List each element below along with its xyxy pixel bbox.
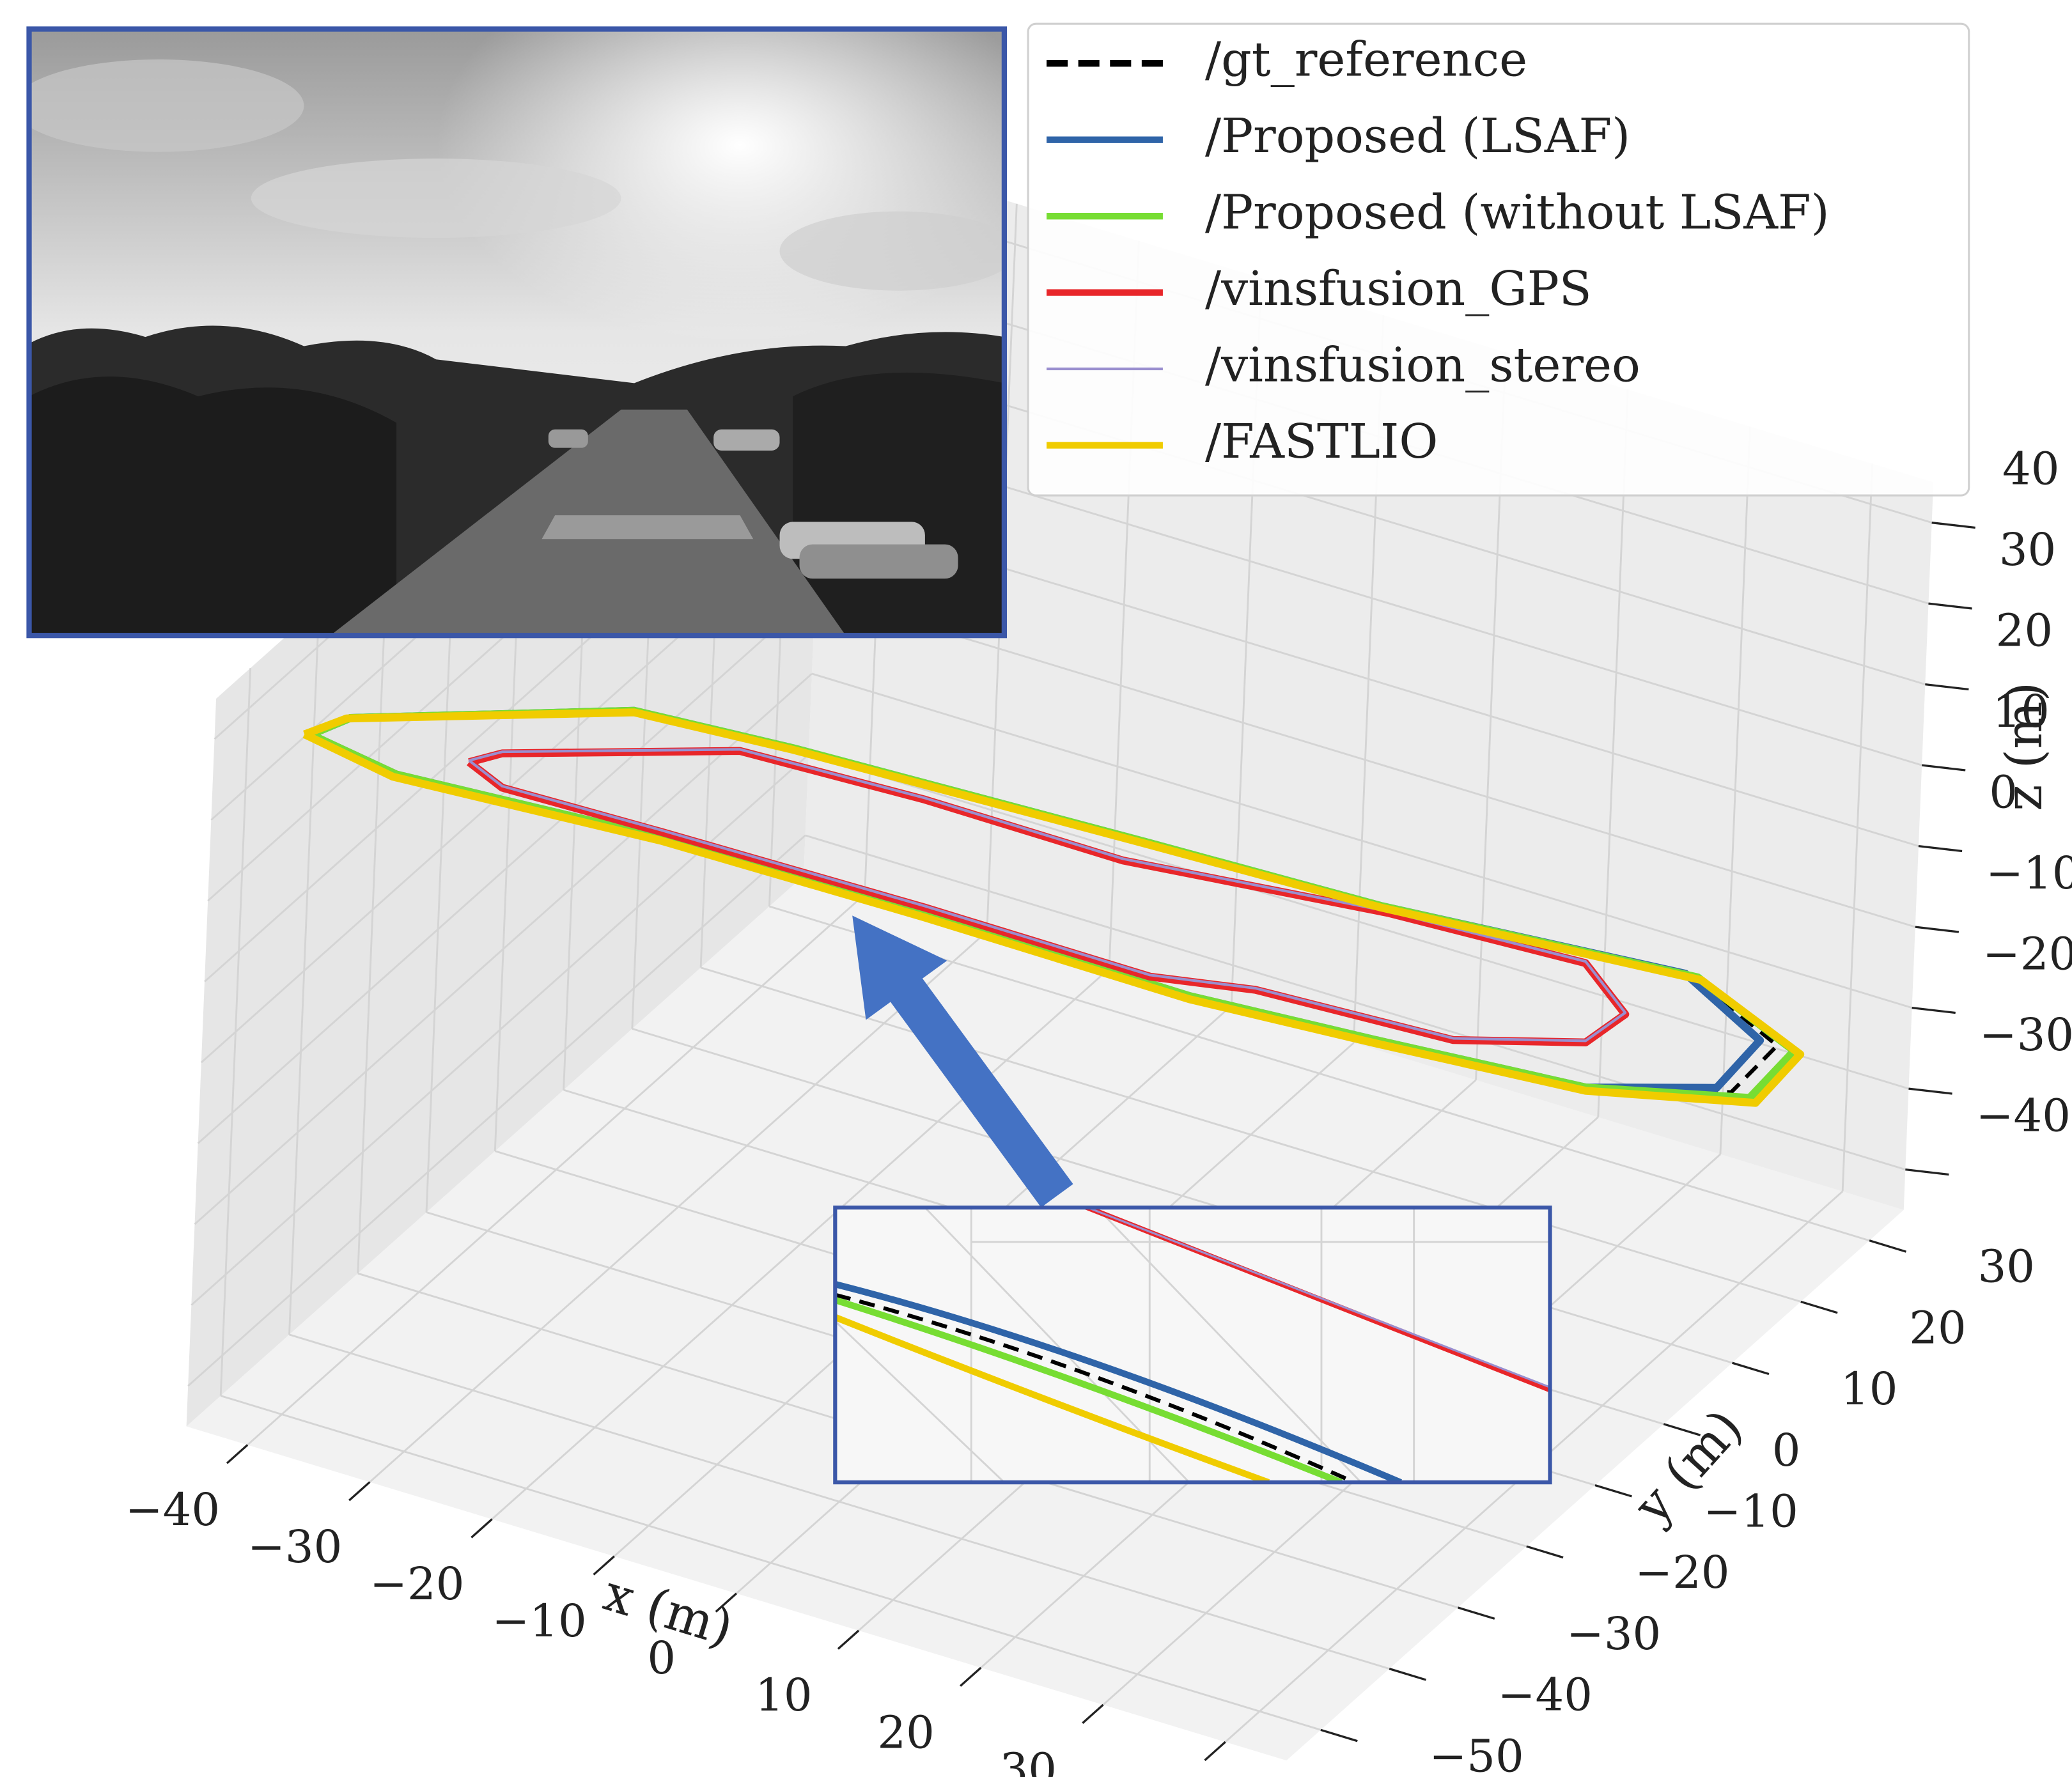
legend-label: /FASTLIO: [1205, 414, 1438, 469]
camera-image: [29, 29, 1004, 636]
z-tick-label: 10: [1992, 685, 2049, 738]
grid-line: [811, 672, 1913, 1009]
zoom-inset: [835, 1207, 1550, 1483]
legend: /gt_reference/Proposed (LSAF) /Proposed (…: [1027, 22, 1970, 497]
x-tick-label: −20: [370, 1558, 464, 1610]
x-tick-label: −30: [247, 1521, 342, 1573]
x-tick: [348, 1481, 371, 1502]
x-tick: [960, 1666, 982, 1687]
y-tick-label: 0: [1772, 1424, 1801, 1477]
z-tick: [1905, 1168, 1949, 1176]
x-tick: [1204, 1741, 1226, 1762]
grid-line: [700, 966, 1802, 1303]
x-tick-label: −40: [125, 1484, 220, 1536]
trajectories: [302, 706, 1805, 1107]
y-tick-label: −30: [1566, 1608, 1661, 1660]
grid-line: [808, 754, 1909, 1090]
grid-line: [768, 905, 1870, 1242]
z-tick-label: 0: [1989, 766, 2018, 819]
z-tick-label: 40: [2002, 443, 2059, 495]
zoom-arrow: [852, 915, 1073, 1207]
z-tick: [1915, 926, 1959, 933]
x-tick-label: 10: [755, 1669, 812, 1721]
y-tick-label: −40: [1498, 1669, 1593, 1721]
y-tick: [1320, 1728, 1358, 1742]
y-tick: [1526, 1545, 1564, 1559]
y-tick-label: 20: [1909, 1301, 1966, 1354]
y-tick-label: 30: [1978, 1241, 2035, 1293]
y-tick-label: −20: [1635, 1546, 1729, 1599]
legend-label: /gt_reference: [1205, 32, 1527, 88]
grid-line: [814, 592, 1916, 928]
x-tick: [593, 1555, 615, 1576]
z-tick-label: −20: [1982, 928, 2072, 981]
grid-line: [825, 349, 1926, 686]
z-tick-label: −30: [1979, 1009, 2072, 1061]
z-tick-label: −10: [1986, 847, 2072, 899]
grid-line: [187, 834, 806, 1387]
x-tick: [1082, 1703, 1104, 1724]
z-tick: [1925, 683, 1969, 691]
y-tick-label: −10: [1703, 1485, 1798, 1537]
legend-label: /vinsfusion_GPS: [1205, 261, 1592, 316]
y-tick: [1389, 1668, 1427, 1681]
x-tick-label: 30: [1000, 1743, 1057, 1777]
y-tick: [1800, 1300, 1838, 1314]
legend-frame: [1027, 22, 1970, 497]
y-tick: [1457, 1606, 1495, 1620]
legend-label: /Proposed (LSAF): [1205, 108, 1630, 164]
legend-label: /Proposed (without LSAF): [1205, 185, 1830, 240]
z-tick: [1908, 1087, 1952, 1095]
x-tick: [226, 1444, 249, 1464]
grid-line: [289, 1333, 1390, 1670]
x-tick: [837, 1629, 860, 1650]
zoom-inset-frame: [833, 1206, 1552, 1485]
y-tick: [1732, 1362, 1770, 1376]
y-tick: [1663, 1423, 1701, 1436]
z-axis-label: z (m): [1995, 682, 2053, 811]
x-tick-label: −10: [492, 1595, 586, 1647]
x-tick-label: 0: [647, 1632, 676, 1684]
z-tick-label: 30: [1999, 524, 2056, 576]
trajectory: [468, 748, 1627, 1043]
camera-image-frame: [26, 26, 1008, 639]
z-tick-label: 20: [1996, 605, 2053, 657]
z-tick: [1918, 845, 1963, 853]
x-tick: [471, 1518, 493, 1539]
grid-line: [220, 1395, 1321, 1731]
y-tick: [1594, 1484, 1632, 1498]
z-tick: [1912, 1006, 1956, 1014]
grid-line: [194, 672, 813, 1225]
legend-label: /vinsfusion_stereo: [1205, 338, 1640, 393]
x-tick-label: 20: [877, 1706, 934, 1758]
y-tick-label: 10: [1841, 1363, 1897, 1415]
z-tick: [1931, 522, 1975, 529]
y-tick-label: −50: [1429, 1730, 1523, 1777]
z-tick-label: −40: [1976, 1090, 2071, 1142]
z-tick: [1921, 764, 1966, 772]
grid-line: [197, 592, 816, 1144]
grid-line: [805, 834, 1906, 1171]
trajectory: [302, 708, 1805, 1107]
z-tick: [1928, 602, 1972, 610]
x-tick: [715, 1592, 738, 1613]
y-tick: [1869, 1239, 1906, 1253]
